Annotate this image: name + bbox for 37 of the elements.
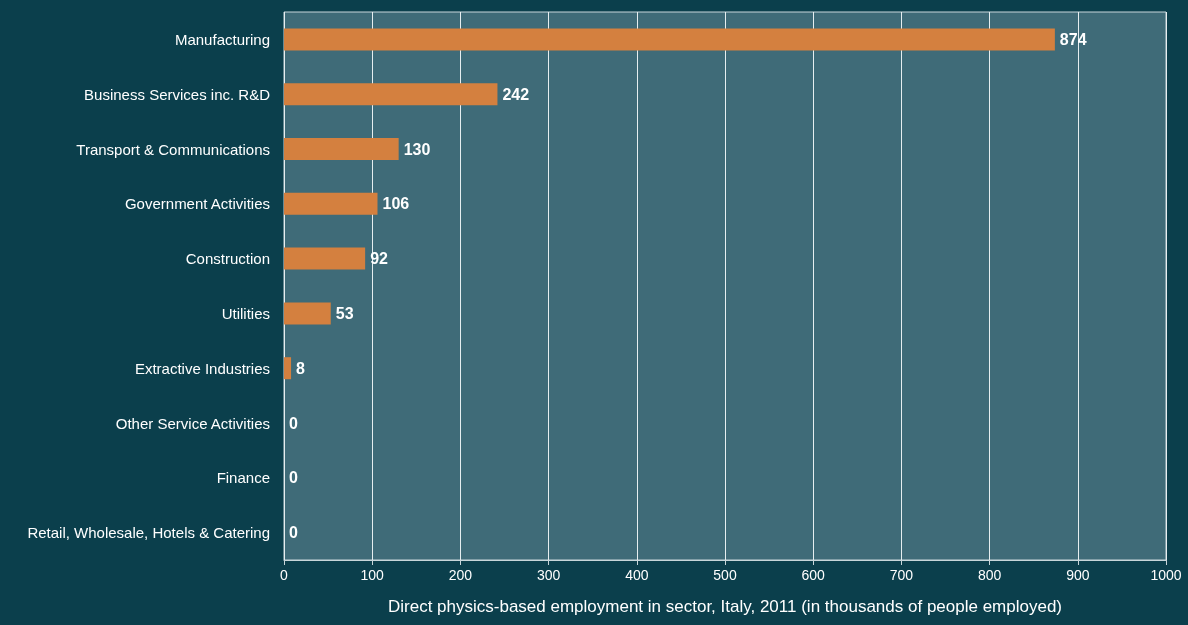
y-tick-label: Utilities [221,304,270,322]
bar [284,28,1055,51]
x-tick-label: 500 [713,567,737,583]
x-tick-label: 1000 [1150,567,1182,583]
x-tick-label: 0 [280,567,289,583]
x-tick-label: 600 [801,567,826,583]
bar [284,247,366,270]
data-label: 0 [289,469,298,487]
data-label: 106 [382,195,410,213]
x-tick-label: 800 [977,567,1002,583]
x-tick-label: 400 [625,567,649,583]
x-tick-label: 200 [448,567,473,583]
data-label: 130 [403,140,431,158]
bar [284,192,378,215]
y-tick-label: Manufacturing [174,30,270,48]
y-tick-label: Other Service Activities [115,414,270,432]
y-tick-label: Transport & Communications [76,140,270,158]
x-tick-label: 100 [360,567,385,583]
data-label: 242 [502,85,530,103]
x-axis-title: Direct physics-based employment in sector, Italy, 2011 (in thousands of people employed) [387,597,1063,616]
data-label: 8 [296,359,306,377]
bar [284,83,498,106]
data-label: 53 [335,304,354,322]
x-tick-label: 900 [1066,567,1090,583]
bar [284,302,331,325]
x-tick-label: 300 [536,567,561,583]
y-tick-label: Retail, Wholesale, Hotels & Catering [27,524,270,542]
data-label: 0 [289,414,298,432]
data-label: 0 [289,524,298,542]
bar [284,138,399,160]
y-tick-label: Government Activities [124,195,270,213]
bar [284,357,292,380]
y-tick-label: Finance [216,469,270,487]
x-tick-label: 700 [889,567,914,583]
y-tick-label: Business Services inc. R&D [84,85,271,103]
y-tick-label: Construction [185,250,270,268]
y-tick-label: Extractive Industries [134,359,270,377]
